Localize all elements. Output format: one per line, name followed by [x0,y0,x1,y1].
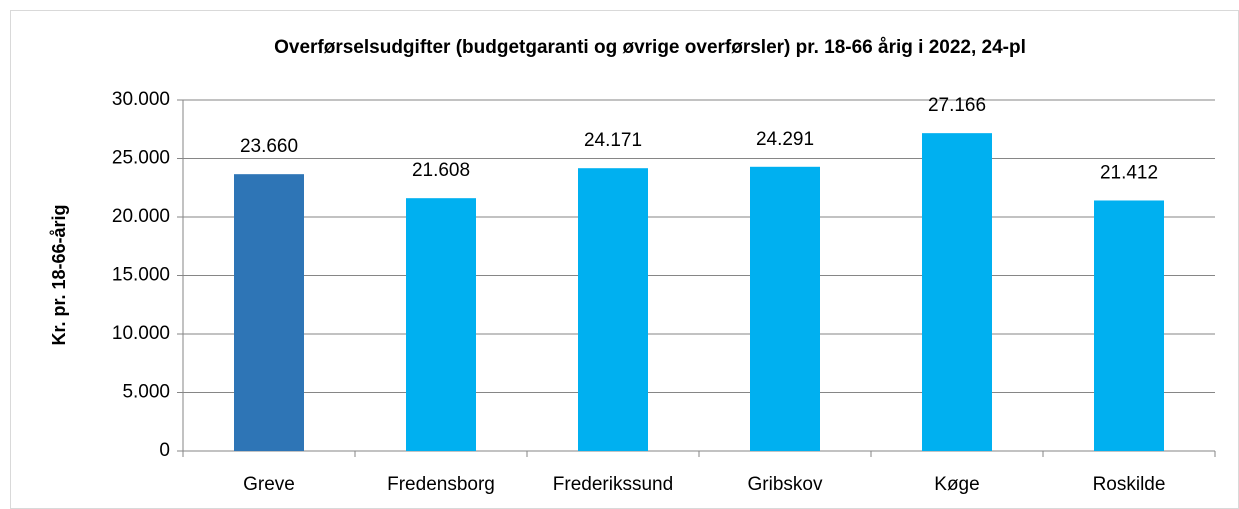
x-tick-label: Gribskov [748,474,823,495]
x-tick-label: Frederikssund [553,474,673,495]
bar [922,133,992,451]
x-tick-label: Fredensborg [387,474,495,495]
bar [578,168,648,452]
bar [406,198,476,451]
y-tick-label: 30.000 [112,89,170,110]
bar [1094,200,1164,451]
y-tick-label: 25.000 [112,148,170,169]
data-label: 21.412 [1100,162,1158,183]
x-tick-label: Roskilde [1093,474,1166,495]
data-label: 27.166 [928,95,986,116]
data-label: 24.171 [584,130,642,151]
data-label: 21.608 [412,160,470,181]
y-tick-label: 15.000 [112,265,170,286]
y-tick-label: 5.000 [122,382,170,403]
y-tick-label: 10.000 [112,323,170,344]
x-tick-label: Greve [243,474,295,495]
data-label: 24.291 [756,129,814,150]
bar [750,166,820,452]
y-axis-label: Kr. pr. 18-66-årig [49,204,69,345]
y-tick-label: 0 [159,440,170,461]
y-tick-label: 20.000 [112,206,170,227]
data-label: 23.660 [240,136,298,157]
bar [234,174,304,452]
chart-title: Overførselsudgifter (budgetgaranti og øv… [274,37,1026,58]
x-tick-label: Køge [934,474,979,495]
